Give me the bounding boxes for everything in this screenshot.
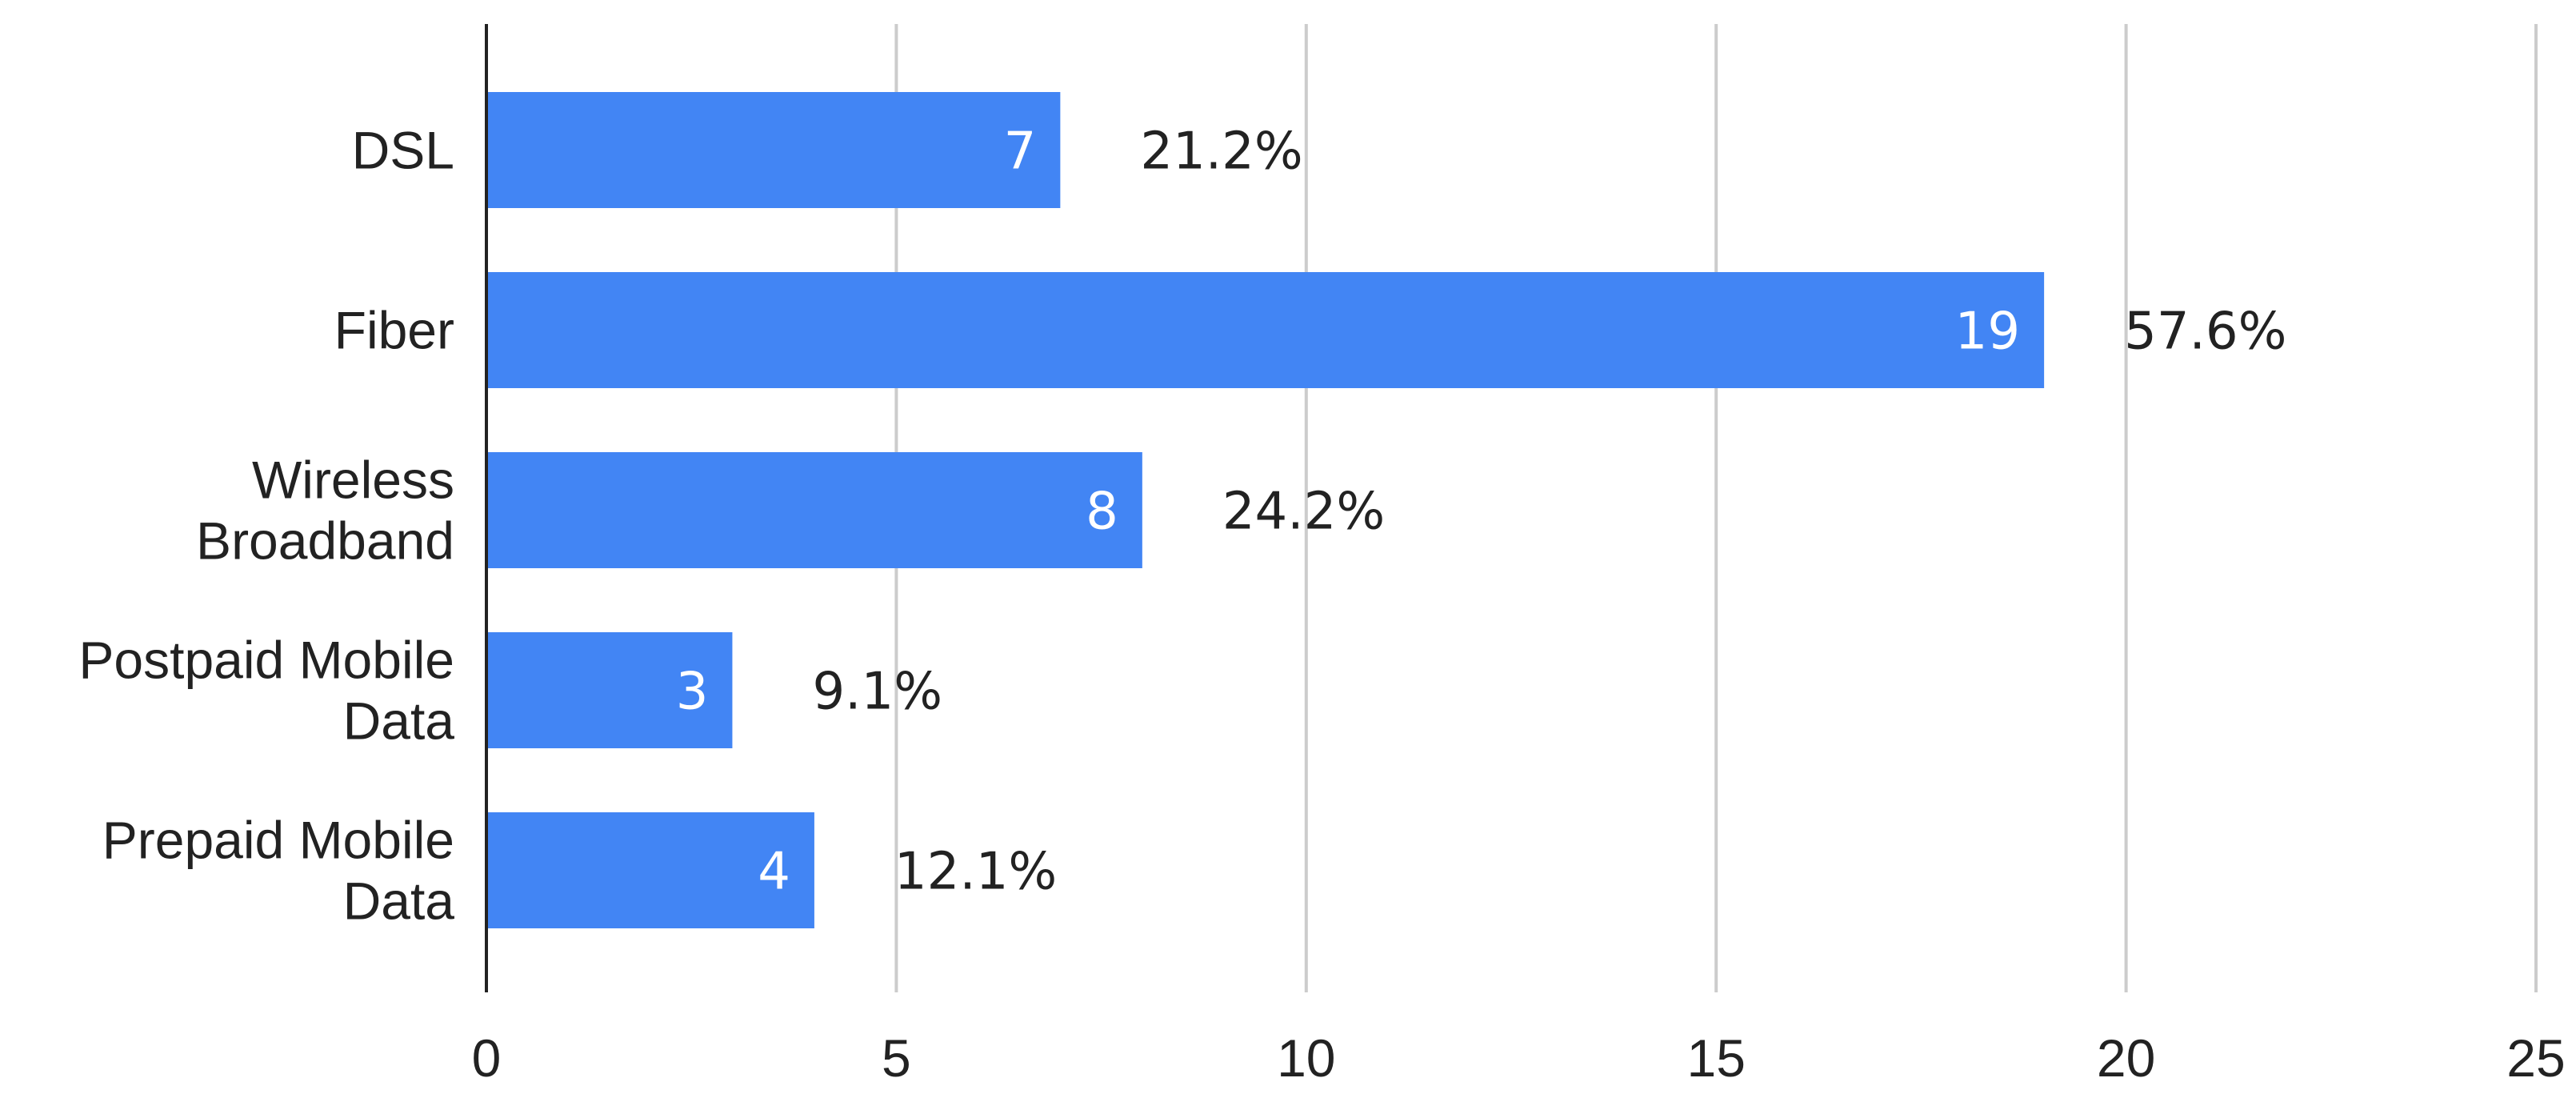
bar-percent-label: 24.2%: [1222, 483, 1385, 542]
labels: 0 5 10 15 20 25 7 21.2% DSL 19 57.6% Fiber 8 24.2% Wir…: [78, 121, 2565, 1088]
category-label: Broadband: [196, 511, 454, 571]
x-tick-label: 25: [2506, 1028, 2565, 1088]
bar-percent-label: 57.6%: [2124, 303, 2286, 362]
x-tick-label: 5: [882, 1028, 911, 1088]
bar: [486, 92, 1061, 208]
x-tick-label: 20: [2097, 1028, 2155, 1088]
grid-lines: [894, 24, 2538, 992]
category-label: Postpaid Mobile: [78, 631, 454, 690]
bar: [486, 632, 733, 748]
bar-value-label: 7: [1004, 122, 1037, 182]
category-label: Wireless: [252, 451, 454, 510]
bar-percent-label: 12.1%: [894, 843, 1057, 902]
bar-percent-label: 9.1%: [812, 663, 942, 722]
category-label: DSL: [352, 121, 454, 180]
bar: [486, 452, 1142, 568]
bar-value-label: 8: [1086, 483, 1118, 542]
bar-value-label: 19: [1955, 303, 2020, 362]
bar: [486, 812, 814, 928]
category-label: Data: [343, 691, 455, 751]
category-label: Data: [343, 872, 455, 931]
category-label: Prepaid Mobile: [102, 811, 454, 870]
category-label: Fiber: [334, 301, 454, 360]
bar-value-label: 4: [758, 843, 790, 902]
bars: [486, 92, 2045, 928]
x-tick-label: 15: [1686, 1028, 1745, 1088]
x-tick-label: 0: [472, 1028, 502, 1088]
bar-percent-label: 21.2%: [1140, 122, 1302, 182]
bar: [486, 272, 2045, 388]
x-tick-label: 10: [1277, 1028, 1335, 1088]
bar-value-label: 3: [676, 663, 709, 722]
